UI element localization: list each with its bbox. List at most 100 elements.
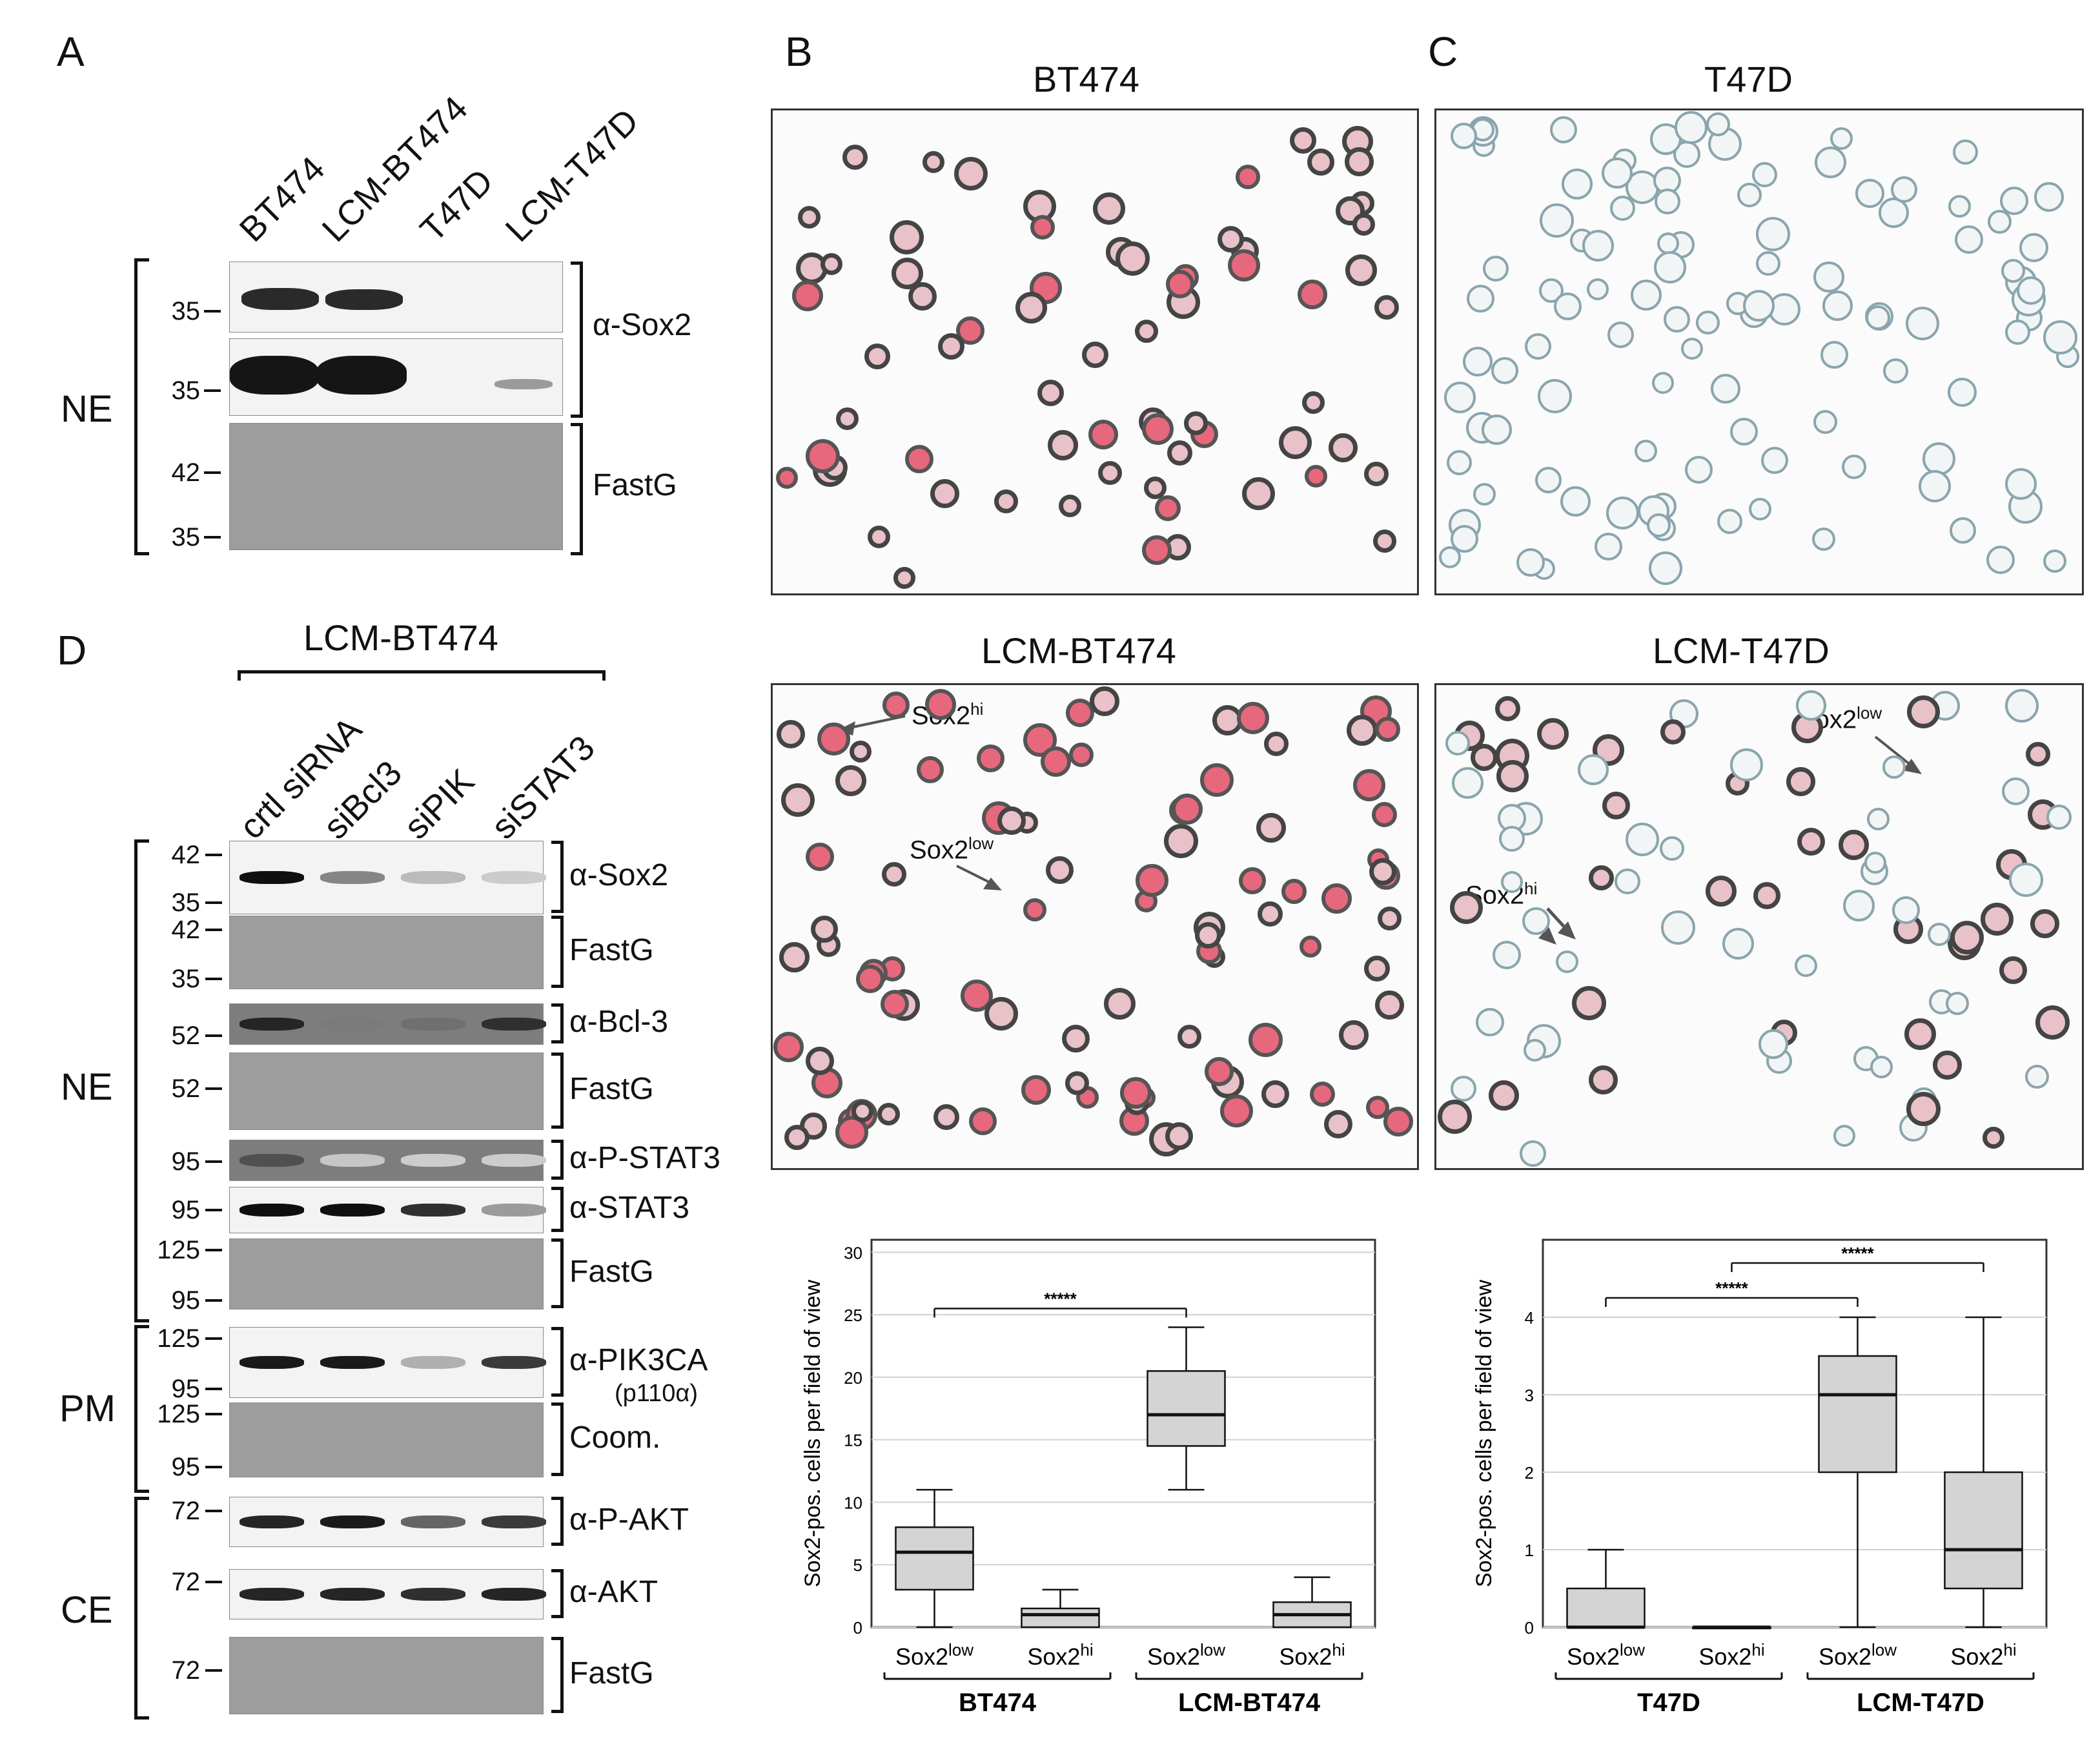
band bbox=[320, 1356, 385, 1369]
cell bbox=[1249, 1023, 1283, 1057]
cell bbox=[1535, 467, 1562, 493]
cell bbox=[1324, 1110, 1352, 1138]
mw-label: 125 bbox=[157, 1324, 200, 1353]
y-tick-label: 3 bbox=[1525, 1386, 1534, 1405]
lane-label: siSTAT3 bbox=[484, 728, 602, 847]
cell bbox=[1307, 149, 1334, 176]
cell bbox=[1030, 215, 1055, 240]
cell bbox=[2046, 805, 2072, 830]
cell bbox=[1654, 251, 1686, 283]
cell bbox=[1786, 767, 1815, 796]
arrow-head bbox=[1558, 921, 1576, 940]
panel-b-title-top: BT474 bbox=[1033, 59, 1139, 99]
bracket-antibody bbox=[551, 1569, 564, 1618]
category-label-sup: hi bbox=[2003, 1640, 2016, 1659]
cell bbox=[1167, 440, 1192, 466]
cell bbox=[1281, 879, 1307, 904]
cell bbox=[1473, 483, 1496, 506]
cell bbox=[1155, 495, 1181, 521]
cell bbox=[1444, 382, 1476, 413]
band bbox=[320, 1588, 385, 1601]
band bbox=[320, 1154, 385, 1167]
cell bbox=[781, 783, 815, 817]
lane-label: siPIK bbox=[396, 761, 482, 847]
blot-fastg bbox=[229, 423, 563, 550]
cell bbox=[1021, 1075, 1051, 1105]
cell bbox=[777, 720, 805, 748]
antibody-label: FastG bbox=[569, 1656, 654, 1690]
cell bbox=[1950, 921, 1984, 954]
band bbox=[482, 1018, 546, 1031]
category-label: Sox2low bbox=[1567, 1640, 1645, 1670]
cell bbox=[1822, 291, 1853, 321]
cell bbox=[1589, 865, 1614, 890]
cell bbox=[1062, 1025, 1090, 1053]
cell bbox=[1730, 748, 1763, 781]
cell bbox=[1093, 192, 1125, 225]
band bbox=[240, 1204, 304, 1217]
y-tick-label: 0 bbox=[853, 1618, 862, 1638]
mw-tick bbox=[205, 1209, 222, 1211]
cell bbox=[1239, 867, 1266, 894]
cell bbox=[1037, 380, 1064, 406]
antibody-label: α-Sox2 bbox=[569, 858, 669, 892]
cell bbox=[773, 1032, 804, 1062]
cell bbox=[1582, 230, 1614, 262]
cell bbox=[1375, 717, 1400, 742]
cell bbox=[1839, 830, 1869, 860]
band bbox=[401, 1018, 465, 1031]
cell bbox=[908, 282, 937, 311]
cell bbox=[1200, 763, 1234, 797]
cell bbox=[1928, 923, 1951, 946]
cell bbox=[1184, 411, 1208, 435]
bracket-fastg bbox=[571, 423, 583, 555]
cell bbox=[1375, 991, 1404, 1020]
significance-label: ***** bbox=[1841, 1244, 1874, 1263]
cell bbox=[1595, 533, 1622, 560]
cell bbox=[835, 1116, 868, 1149]
mw-label: 95 bbox=[171, 1375, 201, 1403]
blot-strip bbox=[229, 1238, 544, 1310]
y-tick-label: 10 bbox=[844, 1493, 862, 1512]
cell bbox=[1471, 744, 1498, 771]
band bbox=[320, 1515, 385, 1528]
header-line-end bbox=[238, 670, 241, 681]
cell bbox=[2043, 320, 2077, 354]
cell bbox=[1649, 551, 1682, 585]
band bbox=[240, 1515, 304, 1528]
cell bbox=[1339, 1020, 1369, 1050]
bracket-antibody bbox=[551, 1187, 564, 1232]
box-iqr bbox=[1021, 1607, 1100, 1628]
cell bbox=[1310, 1082, 1335, 1107]
band bbox=[482, 1204, 546, 1217]
cell bbox=[1685, 456, 1713, 484]
cell bbox=[969, 1107, 997, 1135]
cell bbox=[1069, 743, 1094, 767]
cell bbox=[792, 280, 823, 311]
cell bbox=[1525, 333, 1551, 360]
cell bbox=[1904, 1018, 1936, 1050]
header-line-end bbox=[602, 670, 606, 681]
mw-tick bbox=[204, 536, 221, 539]
cell bbox=[779, 942, 810, 972]
lane-label-t47d: T47D bbox=[413, 161, 501, 250]
cell bbox=[1813, 262, 1844, 293]
band bbox=[241, 288, 319, 310]
cell bbox=[1236, 165, 1260, 189]
band bbox=[320, 1204, 385, 1217]
cell bbox=[1820, 341, 1848, 369]
cell bbox=[1602, 158, 1633, 189]
arrow-head bbox=[1902, 759, 1922, 774]
cell bbox=[1046, 856, 1074, 884]
mw-tick bbox=[205, 1299, 222, 1302]
cell bbox=[1164, 824, 1198, 858]
significance-label: ***** bbox=[1715, 1279, 1748, 1298]
group-label: BT474 bbox=[959, 1689, 1037, 1717]
mw-label: 42 bbox=[171, 458, 201, 487]
cell bbox=[2034, 182, 2064, 212]
cell bbox=[1589, 1065, 1618, 1094]
cell bbox=[1023, 898, 1046, 921]
cell bbox=[1587, 278, 1609, 300]
cell bbox=[961, 980, 993, 1012]
mw-tick bbox=[205, 1034, 222, 1037]
